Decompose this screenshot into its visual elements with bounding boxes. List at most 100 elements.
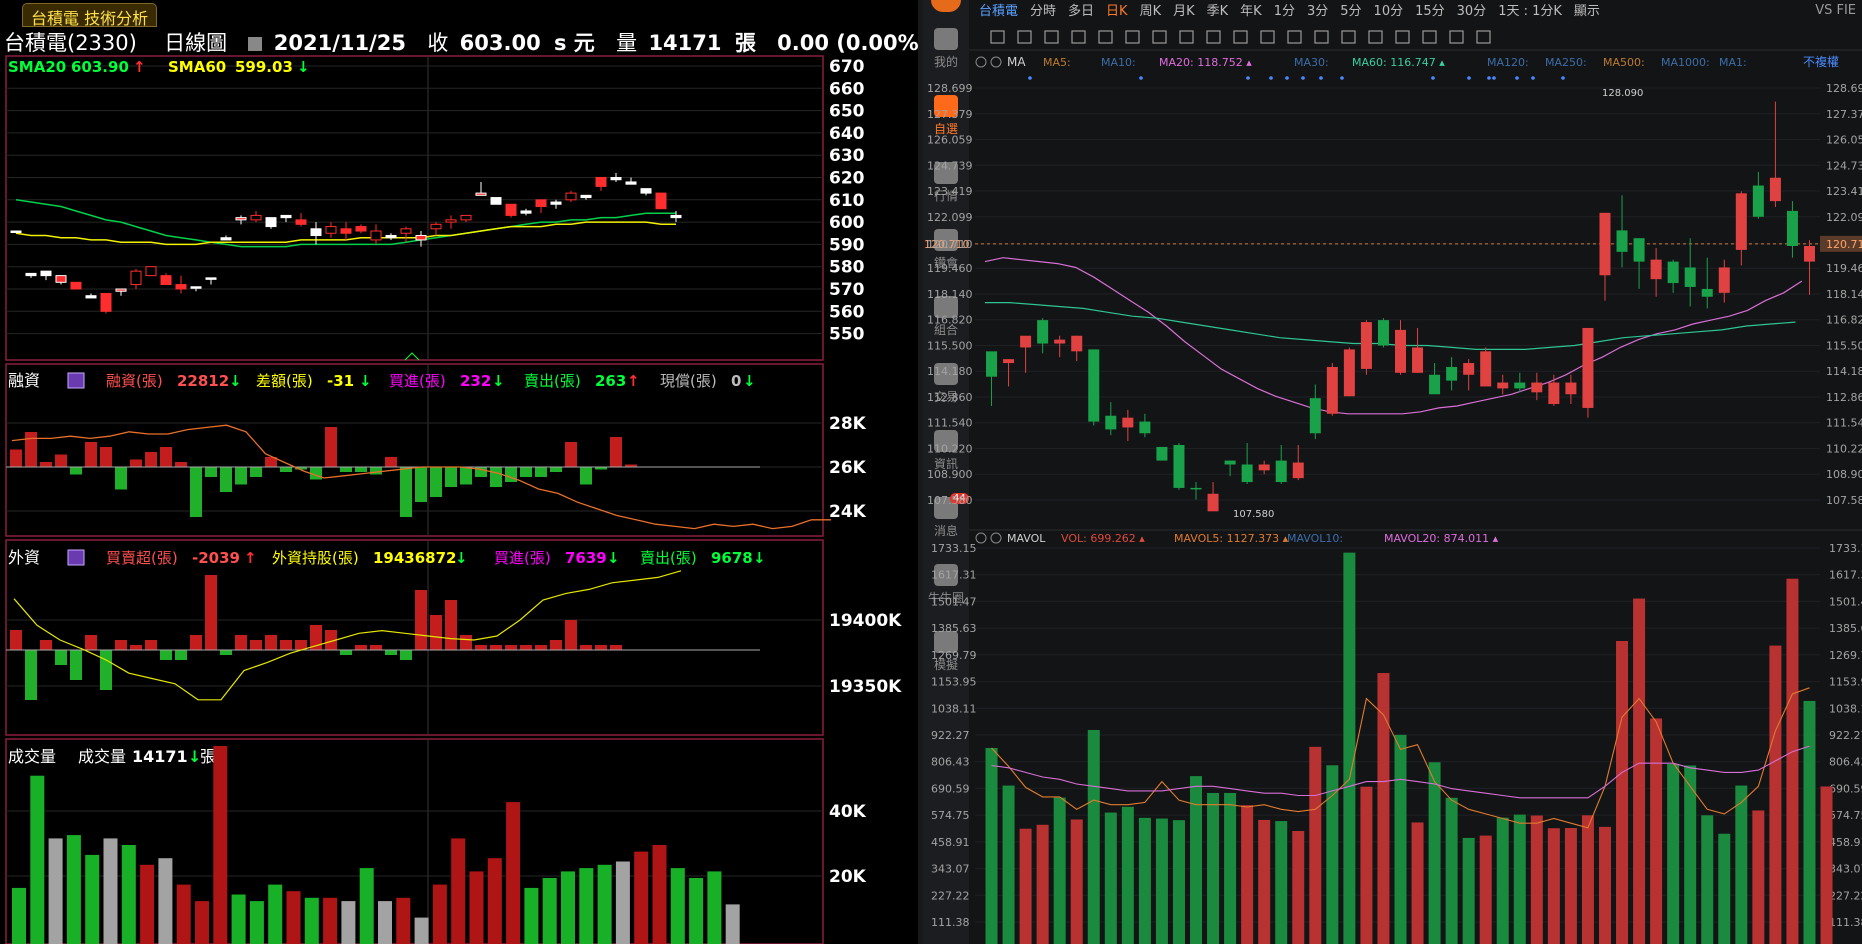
sma20-line	[15, 199, 676, 248]
price-candle	[550, 201, 562, 205]
price-candle	[595, 177, 607, 187]
period-tab[interactable]: 台積電	[979, 4, 1019, 19]
period-tab[interactable]: 周K	[1139, 4, 1162, 19]
period-tab[interactable]: 年K	[1240, 4, 1262, 19]
unread-badge: 44	[950, 493, 969, 504]
pie-icon	[934, 296, 958, 318]
trend-icon	[934, 162, 958, 184]
period-tab[interactable]: 1天 : 1分K	[1498, 4, 1562, 19]
user-icon	[934, 28, 958, 50]
period-tab[interactable]: 日K	[1106, 4, 1128, 19]
volume-bar	[304, 897, 319, 944]
margin-item-value: 232	[460, 372, 491, 390]
period-tab[interactable]: 月K	[1173, 4, 1195, 19]
foreign-item-label: 買賣超(張)	[106, 549, 178, 567]
volume-bar	[1138, 817, 1151, 944]
price-candle	[460, 214, 472, 221]
period-tab[interactable]: 5分	[1340, 4, 1362, 19]
sidebar-item-news[interactable]: 資訊	[923, 430, 969, 472]
price-axis-label: 570	[829, 280, 865, 300]
candle-body	[1497, 382, 1509, 389]
sidebar-item-tag[interactable]: 鑽會	[923, 229, 969, 271]
foreign-bar	[490, 645, 502, 650]
volume-axis-label: 1153.95	[1829, 676, 1862, 689]
period-tab[interactable]: 10分	[1373, 4, 1404, 19]
drawing-tool-icon	[1260, 30, 1275, 44]
volume-axis-left-label: 574.75	[931, 809, 970, 822]
volume-bar	[1411, 822, 1424, 944]
candle-body	[1326, 366, 1338, 414]
candle-body	[1343, 349, 1355, 397]
sidebar-item-trend[interactable]: 行情	[923, 162, 969, 204]
event-dot	[1269, 76, 1273, 80]
candle-body	[1020, 335, 1032, 348]
margin-item-arrow: ↓	[743, 372, 756, 390]
period-tab[interactable]: 多日	[1068, 4, 1095, 19]
sidebar-item-game[interactable]: 模擬	[923, 631, 969, 673]
price-axis-left-label: 127.379	[927, 108, 973, 121]
foreign-item-arrow: ↓	[455, 549, 468, 567]
period-tab[interactable]: 顯示	[1573, 4, 1600, 19]
close-unit: s 元	[554, 31, 595, 55]
sidebar-item-community[interactable]: 牛牛圈	[923, 564, 969, 606]
price-axis-label: 118.140	[1826, 288, 1862, 301]
compare-label[interactable]: VS FIE	[1815, 3, 1856, 18]
price-axis-label: 580	[829, 258, 865, 278]
price-candle	[145, 266, 157, 277]
sidebar-item-chart[interactable]: 自選	[923, 95, 969, 137]
candle-body	[1701, 288, 1713, 297]
volume-axis-label: 40K	[829, 802, 867, 822]
price-axis-label: 620	[829, 169, 865, 189]
volume-axis-label: 458.91	[1829, 836, 1862, 849]
candle-body	[1633, 238, 1645, 262]
vol-indicator-name: MAVOL	[1007, 532, 1046, 545]
mavol20-line	[991, 745, 1810, 799]
price-axis-left-label: 112.860	[927, 391, 973, 404]
margin-bar	[295, 467, 307, 470]
period-dropdown-icon[interactable]	[248, 37, 263, 51]
volume-axis-left-label: 1733.15	[931, 542, 977, 555]
price-axis-label: 630	[829, 146, 865, 166]
drawing-tool-icon	[1179, 30, 1194, 44]
foreign-bar	[295, 640, 307, 650]
sidebar-item-user[interactable]: 我的	[923, 28, 969, 70]
margin-bar	[70, 467, 82, 475]
volume-bar	[1343, 552, 1356, 944]
period-toolbar: 台積電 分時 多日 日K 周K 月K 季K 年K 1分 3分 5分 10分 15分 30分 1天 : 1分K…	[979, 0, 1612, 22]
margin-bar	[595, 467, 607, 470]
event-dot	[1487, 76, 1491, 80]
sidebar-item-pie[interactable]: 組合	[923, 296, 969, 338]
period-tab[interactable]: 30分	[1456, 4, 1487, 19]
sidebar-item-label: 自選	[933, 122, 958, 136]
period-tab[interactable]: 季K	[1206, 4, 1229, 19]
price-axis-left-label: 118.140	[927, 288, 973, 301]
candle-body	[1582, 327, 1594, 408]
sma20-arrow: ↑	[133, 58, 146, 76]
period-tab[interactable]: 1分	[1273, 4, 1295, 19]
price-candle	[505, 203, 517, 216]
period-tab[interactable]: 15分	[1415, 4, 1445, 19]
sidebar-item-trade[interactable]: 交易	[923, 363, 969, 405]
margin-bar	[475, 467, 487, 477]
tech-analysis-tab[interactable]: 台積電 技術分析	[22, 3, 158, 28]
period-tab[interactable]: 分時	[1030, 4, 1057, 19]
volume-bar	[506, 802, 521, 944]
volume-bar	[1053, 797, 1066, 944]
volume-bar	[140, 864, 155, 944]
split-divider[interactable]	[918, 0, 923, 944]
foreign-bar	[205, 575, 217, 650]
drawing-tool-icon	[1422, 30, 1437, 44]
period-tab[interactable]: 3分	[1306, 4, 1329, 19]
foreign-bar	[265, 635, 277, 650]
volume-bar	[323, 897, 338, 944]
drawing-tool-icon	[1341, 30, 1356, 44]
sidebar-item-message[interactable]: 消息 44	[923, 493, 969, 539]
current-price-left-label: 120.710	[924, 238, 970, 251]
stock-name: 台積電(2330)	[4, 31, 137, 55]
volume-bar	[1616, 640, 1629, 944]
sidebar-item-label: 資訊	[933, 457, 958, 471]
foreign-bar	[340, 650, 352, 655]
margin-item-arrow: ↓	[492, 372, 505, 390]
margin-title: 融資	[8, 371, 40, 390]
volume-axis-left-label: 922.27	[931, 729, 970, 742]
